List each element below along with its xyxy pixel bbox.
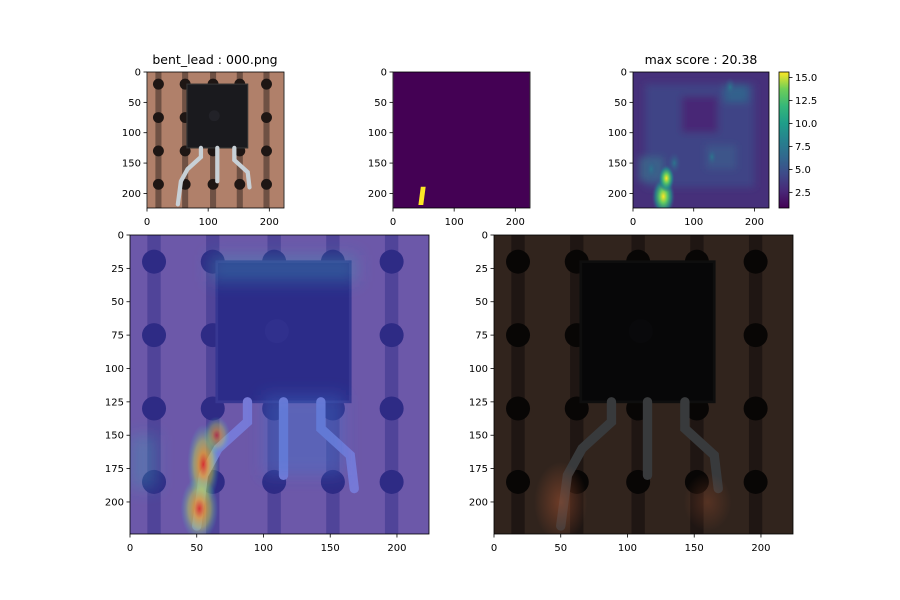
- y-tick-label: 125: [469, 397, 488, 408]
- axes: 0 100 200 0 50 100 150 200: [122, 68, 285, 228]
- y-tick-label: 50: [614, 98, 627, 109]
- heatmap-overlay: [130, 235, 429, 534]
- y-tick-label: 200: [122, 189, 141, 200]
- axes: 0 100 200 0 50 100 150 200: [608, 68, 770, 228]
- y-tick-label: 175: [105, 464, 124, 475]
- colorbar-tick-label: 12.5: [795, 96, 817, 107]
- colorbar-tick-label: 10.0: [795, 119, 817, 130]
- y-tick-label: 25: [475, 264, 488, 275]
- y-tick-label: 150: [469, 431, 488, 442]
- colorbar: 2.5 5.0 7.5 10.0 12.5 15.0: [778, 71, 817, 209]
- y-tick-label: 75: [475, 331, 488, 342]
- mask-region: [418, 186, 426, 205]
- x-tick-label: 100: [199, 217, 218, 228]
- x-tick-label: 200: [745, 217, 764, 228]
- x-tick-label: 200: [387, 543, 406, 554]
- x-tick-label: 0: [390, 217, 396, 228]
- axes-frame: [129, 234, 430, 535]
- colorbar-gradient: [778, 71, 790, 209]
- x-tick-label: 0: [630, 217, 636, 228]
- x-tick-label: 200: [506, 217, 525, 228]
- y-tick-label: 50: [475, 297, 488, 308]
- y-tick-label: 200: [368, 189, 387, 200]
- original-image: [147, 72, 284, 208]
- colorbar-tick-label: 15.0: [795, 73, 817, 84]
- x-tick-label: 200: [260, 217, 279, 228]
- y-tick-label: 200: [608, 189, 627, 200]
- axes-frame: [632, 71, 770, 209]
- x-tick-label: 0: [491, 543, 497, 554]
- ground-truth-mask: [393, 72, 530, 208]
- x-tick-label: 150: [321, 543, 340, 554]
- hotspot: [724, 77, 736, 97]
- score-map-panel: max score : 20.38 2.5 5.0 7.5 10.0 12.5 15.0: [633, 52, 817, 209]
- mask-background: [393, 72, 530, 208]
- x-tick-label: 50: [190, 543, 203, 554]
- y-tick-label: 100: [368, 128, 387, 139]
- x-tick-label: 100: [684, 217, 703, 228]
- y-tick-label: 150: [105, 431, 124, 442]
- y-tick-label: 100: [122, 128, 141, 139]
- x-tick-label: 0: [127, 543, 133, 554]
- x-tick-label: 0: [144, 217, 150, 228]
- y-tick-label: 50: [374, 98, 387, 109]
- x-tick-label: 100: [618, 543, 637, 554]
- axes: 0 50 100 150 200 0 25 50 75 100 125 150 175 200: [469, 231, 794, 554]
- y-tick-label: 200: [469, 497, 488, 508]
- y-tick-label: 0: [381, 68, 387, 79]
- y-tick-label: 200: [105, 497, 124, 508]
- axes: 0 100 200 0 50 100 150 200: [368, 68, 531, 228]
- y-tick-label: 100: [105, 364, 124, 375]
- y-tick-label: 0: [621, 68, 627, 79]
- colorbar-tick-label: 2.5: [795, 188, 811, 199]
- colorbar-tick-label: 7.5: [795, 142, 811, 153]
- panel-title: max score : 20.38: [645, 52, 758, 67]
- axes-frame: [493, 234, 794, 535]
- x-tick-label: 200: [751, 543, 770, 554]
- axes-frame: [146, 71, 285, 209]
- y-tick-label: 0: [118, 231, 124, 242]
- x-tick-label: 50: [554, 543, 567, 554]
- y-tick-label: 150: [122, 159, 141, 170]
- y-tick-label: 0: [482, 231, 488, 242]
- hotspot: [706, 147, 718, 167]
- y-tick-label: 100: [608, 128, 627, 139]
- y-tick-label: 175: [469, 464, 488, 475]
- axes: 0 50 100 150 200 0 25 50 75 100 125 150 175 200: [105, 231, 430, 554]
- score-map: [633, 72, 769, 208]
- hotspot: [645, 159, 658, 180]
- panel-title: bent_lead : 000.png: [152, 52, 277, 67]
- ground-truth-mask-panel: [393, 72, 530, 208]
- x-tick-label: 100: [254, 543, 273, 554]
- y-tick-label: 75: [111, 331, 124, 342]
- x-tick-label: 100: [445, 217, 464, 228]
- y-tick-label: 100: [469, 364, 488, 375]
- y-tick-label: 125: [105, 397, 124, 408]
- original-image-panel: bent_lead : 000.png: [147, 52, 284, 208]
- y-tick-label: 25: [111, 264, 124, 275]
- y-tick-label: 50: [128, 98, 141, 109]
- y-tick-label: 50: [111, 297, 124, 308]
- heatmap-overlay-panel: [130, 235, 429, 534]
- y-tick-label: 150: [608, 159, 627, 170]
- colorbar-tick-label: 5.0: [795, 165, 811, 176]
- y-tick-label: 150: [368, 159, 387, 170]
- x-tick-label: 150: [685, 543, 704, 554]
- masked-image: [494, 235, 793, 534]
- axes-frame: [392, 71, 531, 209]
- hotspot: [667, 151, 682, 175]
- y-tick-label: 0: [135, 68, 141, 79]
- masked-image-panel: [494, 235, 793, 534]
